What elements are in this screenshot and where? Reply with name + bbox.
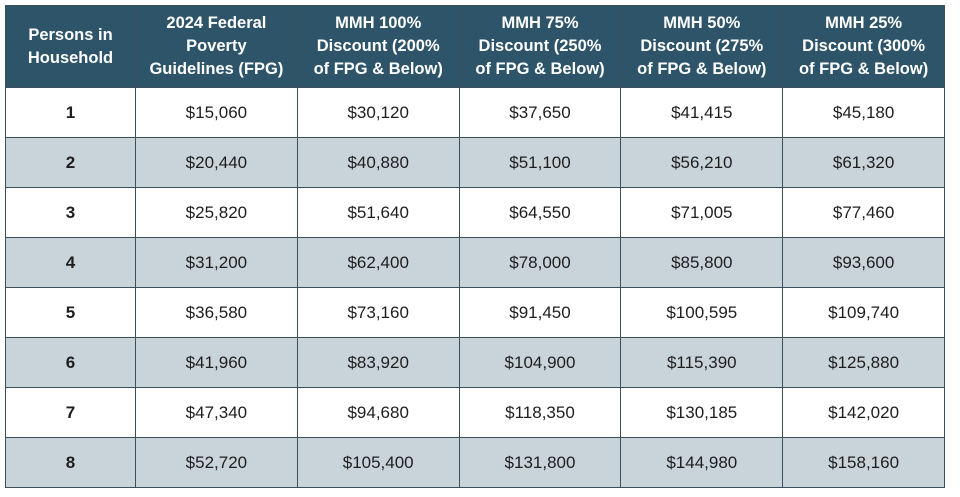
table-cell: $41,415: [620, 87, 784, 138]
table-cell: $144,980: [620, 437, 784, 488]
header-line: Poverty: [186, 37, 247, 55]
table-cell: $93,600: [782, 237, 945, 288]
table-cell: $51,640: [296, 187, 460, 238]
table-body: 1 $15,060 $30,120 $37,650 $41,415 $45,180 2 $20…: [5, 87, 945, 488]
table-cell: $142,020: [782, 387, 945, 438]
header-line: MMH 25%: [825, 14, 903, 32]
table-cell: $20,440: [135, 137, 298, 188]
table-cell: 6: [5, 337, 136, 388]
header-line: of FPG & Below): [475, 60, 605, 78]
header-cell: MMH 25% Discount (300% of FPG & Below): [782, 5, 945, 88]
table-cell: $37,650: [458, 87, 622, 138]
table-cell: $73,160: [296, 287, 460, 338]
header-line: of FPG & Below): [313, 60, 443, 78]
table-cell: $56,210: [620, 137, 784, 188]
table-cell: $77,460: [782, 187, 945, 238]
table-cell: $109,740: [782, 287, 945, 338]
table-cell: $83,920: [296, 337, 460, 388]
header-cell: MMH 50% Discount (275% of FPG & Below): [620, 5, 784, 88]
table-cell: $64,550: [458, 187, 622, 238]
table-cell: $71,005: [620, 187, 784, 238]
table-cell: $78,000: [458, 237, 622, 288]
table-cell: 2: [5, 137, 136, 188]
table-row: 4 $31,200 $62,400 $78,000 $85,800 $93,600: [5, 237, 945, 288]
table-cell: $91,450: [458, 287, 622, 338]
header-line: Discount (300%: [802, 37, 926, 55]
table-cell: $15,060: [135, 87, 298, 138]
table-cell: $47,340: [135, 387, 298, 438]
header-line: Discount (250%: [478, 37, 602, 55]
table-cell: $105,400: [296, 437, 460, 488]
table-cell: $94,680: [296, 387, 460, 438]
table-cell: 8: [5, 437, 136, 488]
table-cell: 5: [5, 287, 136, 338]
header-line: MMH 50%: [663, 14, 741, 32]
header-line: Discount (200%: [316, 37, 440, 55]
table-cell: $118,350: [458, 387, 622, 438]
table-cell: 7: [5, 387, 136, 438]
table-cell: $130,185: [620, 387, 784, 438]
table-cell: $100,595: [620, 287, 784, 338]
table-cell: $125,880: [782, 337, 945, 388]
table-cell: $45,180: [782, 87, 945, 138]
header-cell: 2024 Federal Poverty Guidelines (FPG): [135, 5, 298, 88]
header-line: Persons in: [28, 25, 113, 44]
table-cell: $62,400: [296, 237, 460, 288]
table-cell: $61,320: [782, 137, 945, 188]
table-cell: $36,580: [135, 287, 298, 338]
table-row: 2 $20,440 $40,880 $51,100 $56,210 $61,320: [5, 137, 945, 188]
table-cell: $85,800: [620, 237, 784, 288]
table-cell: $30,120: [296, 87, 460, 138]
header-line: of FPG & Below): [637, 60, 767, 78]
header-cell: Persons in Household: [5, 5, 136, 88]
table-cell: $31,200: [135, 237, 298, 288]
table: Persons in Household 2024 Federal Poverty Gu…: [5, 5, 945, 488]
table-row: 7 $47,340 $94,680 $118,350 $130,185 $142,020: [5, 387, 945, 438]
table-cell: $51,100: [458, 137, 622, 188]
header-cell: MMH 75% Discount (250% of FPG & Below): [458, 5, 622, 88]
header-line: Guidelines (FPG): [149, 60, 284, 78]
table-cell: $115,390: [620, 337, 784, 388]
table-row: 3 $25,820 $51,640 $64,550 $71,005 $77,460: [5, 187, 945, 238]
table-cell: 4: [5, 237, 136, 288]
header-line: MMH 75%: [501, 14, 579, 32]
table-cell: $131,800: [458, 437, 622, 488]
header-line: of FPG & Below): [798, 60, 929, 78]
header-line: MMH 100%: [335, 14, 422, 32]
header-row: Persons in Household 2024 Federal Poverty Gu…: [5, 5, 945, 88]
table-cell: $52,720: [135, 437, 298, 488]
table-cell: $104,900: [458, 337, 622, 388]
table-row: 1 $15,060 $30,120 $37,650 $41,415 $45,180: [5, 87, 945, 138]
table-wrap: Persons in Household 2024 Federal Poverty Gu…: [5, 5, 945, 488]
table-cell: 1: [5, 87, 136, 138]
header-cell: MMH 100% Discount (200% of FPG & Below): [296, 5, 460, 88]
header-line: Discount (275%: [640, 37, 764, 55]
table-row: 6 $41,960 $83,920 $104,900 $115,390 $125,880: [5, 337, 945, 388]
table-cell: $25,820: [135, 187, 298, 238]
header-line: 2024 Federal: [166, 14, 267, 32]
table-row: 5 $36,580 $73,160 $91,450 $100,595 $109,740: [5, 287, 945, 338]
table-row: 8 $52,720 $105,400 $131,800 $144,980 $158,160: [5, 437, 945, 488]
table-cell: $40,880: [296, 137, 460, 188]
table-cell: $41,960: [135, 337, 298, 388]
table-cell: $158,160: [782, 437, 945, 488]
header-line: Household: [27, 48, 114, 67]
table-cell: 3: [5, 187, 136, 238]
